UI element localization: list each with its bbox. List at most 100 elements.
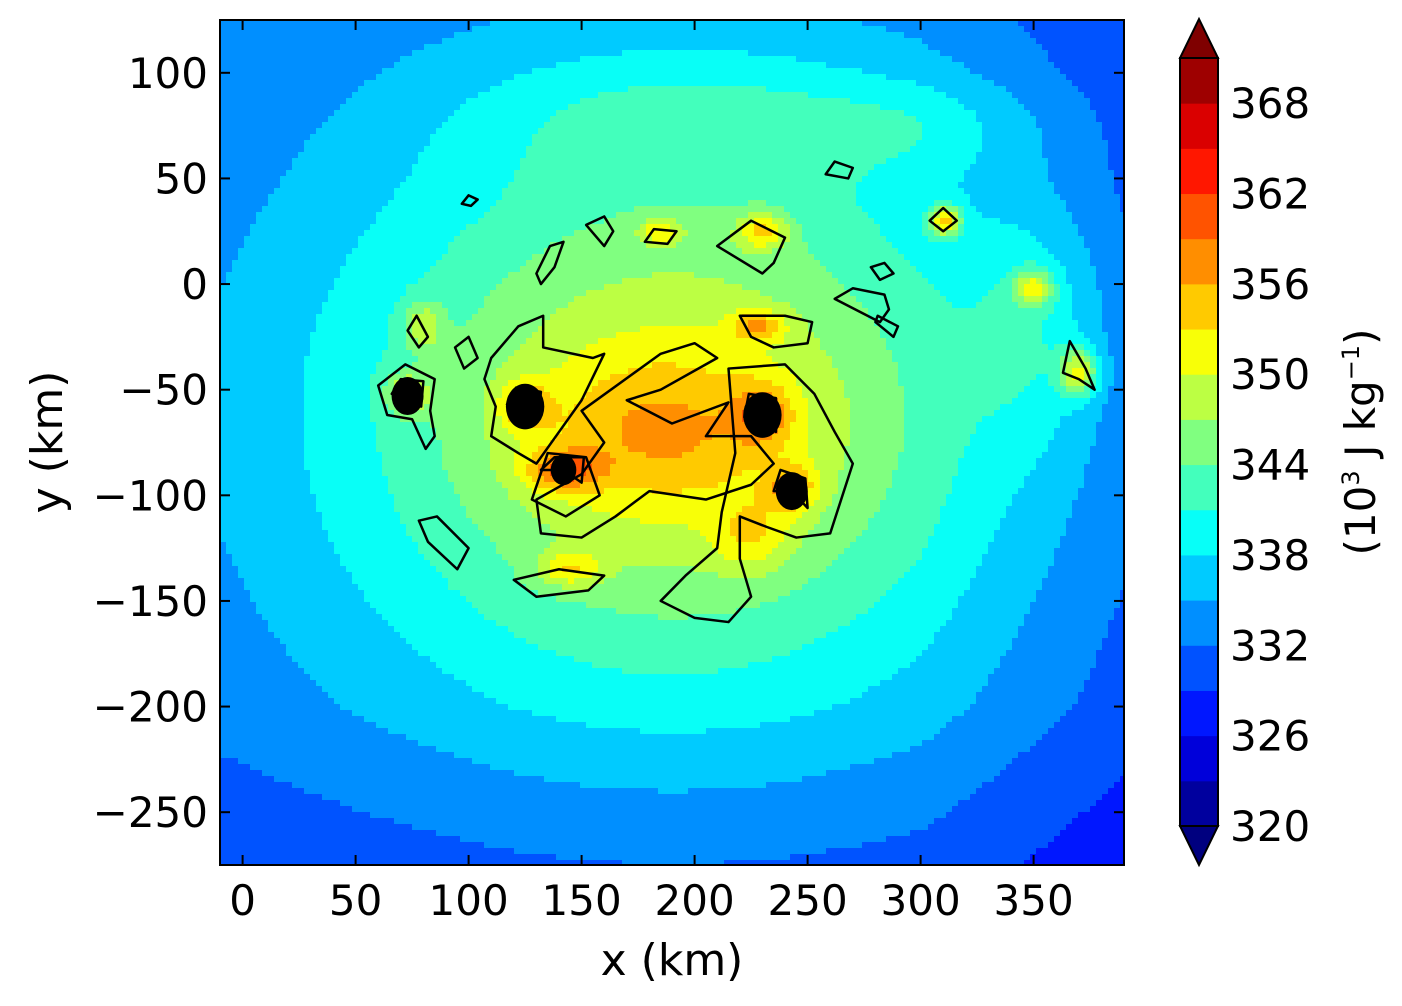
field-cell <box>280 158 287 165</box>
field-cell <box>226 74 233 81</box>
field-cell <box>388 146 395 153</box>
field-cell <box>736 116 743 123</box>
field-cell <box>472 92 479 99</box>
field-cell <box>922 134 929 141</box>
field-cell <box>814 200 821 207</box>
field-cell <box>766 188 773 195</box>
field-cell <box>352 74 359 81</box>
field-cell <box>310 98 317 105</box>
field-cell <box>1108 122 1115 129</box>
field-cell <box>916 104 923 111</box>
field-cell <box>538 110 545 117</box>
field-cell <box>766 32 773 39</box>
field-cell <box>388 26 395 33</box>
field-cell <box>874 128 881 135</box>
field-cell <box>466 206 473 213</box>
field-cell <box>286 110 293 117</box>
field-cell <box>592 200 599 207</box>
field-cell <box>850 32 857 39</box>
field-cell <box>574 128 581 135</box>
field-cell <box>688 146 695 153</box>
field-cell <box>832 68 839 75</box>
field-cell <box>472 128 479 135</box>
field-cell <box>364 104 371 111</box>
field-cell <box>682 206 689 213</box>
field-cell <box>778 182 785 189</box>
field-cell <box>820 146 827 153</box>
field-cell <box>328 56 335 63</box>
field-cell <box>508 152 515 159</box>
field-cell <box>1102 86 1109 93</box>
field-cell <box>706 170 713 177</box>
field-cell <box>232 194 239 201</box>
field-cell <box>544 128 551 135</box>
field-cell <box>406 98 413 105</box>
field-cell <box>982 26 989 33</box>
field-cell <box>232 38 239 45</box>
plot-area <box>220 20 1124 865</box>
field-cell <box>988 98 995 105</box>
field-cell <box>1042 86 1049 93</box>
field-cell <box>436 188 443 195</box>
field-cell <box>442 170 449 177</box>
field-cell <box>706 116 713 123</box>
field-cell <box>424 200 431 207</box>
field-cell <box>382 62 389 69</box>
field-cell <box>550 44 557 51</box>
field-cell <box>640 140 647 147</box>
field-cell <box>736 176 743 183</box>
field-cell <box>778 194 785 201</box>
field-cell <box>688 80 695 87</box>
field-cell <box>250 92 257 99</box>
field-cell <box>784 98 791 105</box>
field-cell <box>484 158 491 165</box>
field-cell <box>994 158 1001 165</box>
field-cell <box>394 158 401 165</box>
field-cell <box>1012 104 1019 111</box>
field-cell <box>802 50 809 57</box>
field-cell <box>838 158 845 165</box>
field-cell <box>340 56 347 63</box>
field-cell <box>976 134 983 141</box>
field-cell <box>526 146 533 153</box>
field-cell <box>472 110 479 117</box>
field-cell <box>724 50 731 57</box>
field-cell <box>1108 20 1115 27</box>
field-cell <box>790 170 797 177</box>
field-cell <box>1018 68 1025 75</box>
field-cell <box>226 110 233 117</box>
field-cell <box>346 206 353 213</box>
field-cell <box>850 212 857 219</box>
field-cell <box>1072 158 1079 165</box>
field-cell <box>844 170 851 177</box>
field-cell <box>1024 128 1031 135</box>
field-cell <box>946 194 953 201</box>
field-cell <box>268 56 275 63</box>
field-cell <box>436 170 443 177</box>
field-cell <box>730 32 737 39</box>
field-cell <box>364 212 371 219</box>
field-cell <box>958 110 965 117</box>
field-cell <box>1102 176 1109 183</box>
field-cell <box>382 26 389 33</box>
field-cell <box>1102 164 1109 171</box>
field-cell <box>778 212 785 219</box>
field-cell <box>472 68 479 75</box>
field-cell <box>922 56 929 63</box>
field-cell <box>568 80 575 87</box>
field-cell <box>388 176 395 183</box>
field-cell <box>862 206 869 213</box>
field-cell <box>892 188 899 195</box>
field-cell <box>946 188 953 195</box>
field-cell <box>790 26 797 33</box>
field-cell <box>232 134 239 141</box>
field-cell <box>376 50 383 57</box>
field-cell <box>1078 134 1085 141</box>
field-cell <box>322 128 329 135</box>
field-cell <box>622 152 629 159</box>
field-cell <box>262 152 269 159</box>
field-cell <box>802 86 809 93</box>
field-cell <box>340 38 347 45</box>
field-cell <box>982 56 989 63</box>
field-cell <box>286 26 293 33</box>
